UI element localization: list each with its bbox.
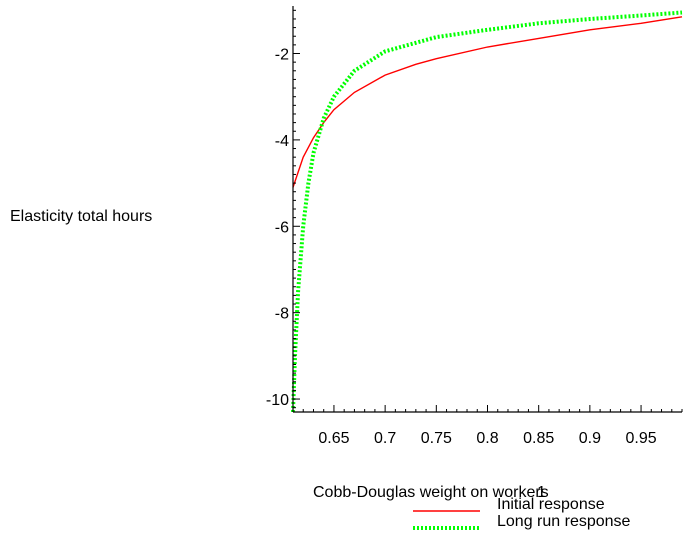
x-tick-label: 0.75 — [421, 430, 452, 447]
x-tick-label: 0.7 — [374, 430, 396, 447]
legend: Initial response Long run response — [413, 496, 631, 530]
series-line-long-run-response — [291, 10, 683, 413]
y-tick-label: -10 — [266, 392, 289, 409]
x-tick-label: 0.95 — [625, 430, 656, 447]
y-tick-label: -2 — [275, 47, 289, 64]
ticks: -2 -4 -6 -8 -10 0.65 0.7 0.75 0.8 0.85 0.9 0.95 — [266, 9, 683, 447]
y-tick-label: -8 — [275, 306, 289, 323]
x-tick-label: 0.65 — [318, 430, 349, 447]
x-tick-label: 0.9 — [579, 430, 601, 447]
x-tick-label: 0.8 — [476, 430, 498, 447]
y-axis-title: Elasticity total hours — [10, 208, 152, 225]
plot-lines — [291, 10, 683, 413]
legend-label-longrun: Long run response — [497, 513, 631, 530]
x-axis-extra-label: 1 — [537, 484, 546, 501]
x-tick-label: 0.85 — [523, 430, 554, 447]
axes — [292, 6, 682, 413]
legend-label-initial: Initial response — [497, 496, 605, 513]
y-tick-label: -4 — [275, 133, 289, 150]
x-axis-title: Cobb-Douglas weight on workers — [313, 484, 549, 501]
series-line-initial-response — [292, 16, 683, 188]
y-tick-label: -6 — [275, 219, 289, 236]
